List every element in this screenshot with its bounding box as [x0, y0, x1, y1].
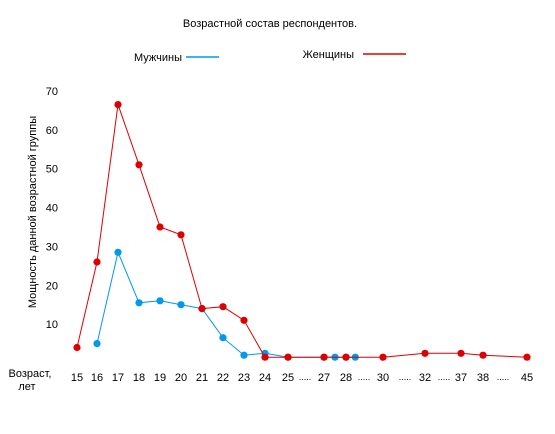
- legend-label-men: Мужчины: [134, 52, 182, 64]
- data-point-men: [219, 334, 227, 342]
- x-tick-label: 16: [91, 372, 103, 384]
- y-tick-label: 50: [46, 164, 58, 176]
- legend: Мужчины Женщины: [134, 49, 406, 64]
- x-tick-label: 38: [477, 372, 489, 384]
- x-tick-label: 24: [259, 372, 271, 384]
- data-point-men: [93, 340, 101, 348]
- x-axis-gap-marker: .....: [497, 372, 510, 382]
- data-point-women: [379, 353, 387, 361]
- data-point-women: [135, 161, 143, 169]
- x-axis-gap-marker: .....: [358, 372, 371, 382]
- data-point-men: [114, 248, 122, 256]
- data-point-women: [93, 258, 101, 266]
- data-point-women: [457, 349, 465, 357]
- data-point-women: [114, 101, 122, 109]
- x-tick-label: 28: [340, 372, 352, 384]
- x-tick-label: 37: [455, 372, 467, 384]
- y-axis-label: Мощность данной возрастной группы: [27, 116, 39, 308]
- data-point-women: [320, 353, 328, 361]
- y-tick-label: 70: [46, 86, 58, 98]
- x-tick-label: 22: [217, 372, 229, 384]
- data-point-women: [421, 349, 429, 357]
- y-tick-label: 20: [46, 280, 58, 292]
- legend-label-women: Женщины: [303, 49, 354, 61]
- data-point-women: [284, 353, 292, 361]
- data-point-women: [479, 351, 487, 359]
- data-point-women: [261, 353, 269, 361]
- x-axis-label-line-2: лет: [18, 381, 35, 393]
- data-point-women: [219, 303, 227, 311]
- x-axis-gap-marker: .....: [399, 372, 412, 382]
- x-tick-label: 19: [154, 372, 166, 384]
- x-axis-ticks: 15 16 17 18 19 20 21 22 23 24 25 27 28 30 32 37 38 45....…: [71, 372, 533, 384]
- data-point-women: [198, 305, 206, 313]
- y-tick-label: 30: [46, 241, 58, 253]
- y-tick-label: 60: [46, 125, 58, 137]
- series-men: [93, 248, 359, 361]
- data-point-men: [156, 297, 164, 305]
- x-tick-label: 21: [196, 372, 208, 384]
- series-women: [73, 101, 531, 361]
- y-tick-label: 10: [46, 319, 58, 331]
- data-point-women: [177, 231, 185, 239]
- x-tick-label: 27: [318, 372, 330, 384]
- x-tick-label: 45: [521, 372, 533, 384]
- x-tick-label: 20: [175, 372, 187, 384]
- y-tick-label: 40: [46, 203, 58, 215]
- chart-title: Возрастной состав респондентов.: [183, 18, 357, 30]
- x-tick-label: 32: [419, 372, 431, 384]
- data-point-men: [177, 301, 185, 309]
- x-tick-label: 15: [71, 372, 83, 384]
- data-point-men: [135, 299, 143, 307]
- x-axis-label: Возраст, лет: [9, 368, 52, 393]
- series-line-men: [96, 250, 356, 358]
- data-point-men: [240, 351, 248, 359]
- data-point-women: [342, 353, 350, 361]
- x-tick-label: 18: [133, 372, 145, 384]
- x-tick-label: 30: [377, 372, 389, 384]
- x-tick-label: 17: [112, 372, 124, 384]
- data-point-women: [523, 353, 531, 361]
- data-point-women: [73, 343, 81, 352]
- data-point-women: [240, 316, 248, 324]
- x-axis-gap-marker: .....: [299, 372, 312, 382]
- series-layer: [73, 101, 531, 361]
- data-point-women: [156, 223, 164, 231]
- x-axis-gap-marker: .....: [438, 372, 451, 382]
- x-tick-label: 23: [238, 372, 250, 384]
- x-axis-label-line-1: Возраст,: [9, 368, 52, 380]
- x-tick-label: 25: [282, 372, 294, 384]
- series-line-women: [76, 104, 528, 358]
- y-axis-ticks: 10 20 30 40 50 60 70: [46, 86, 58, 331]
